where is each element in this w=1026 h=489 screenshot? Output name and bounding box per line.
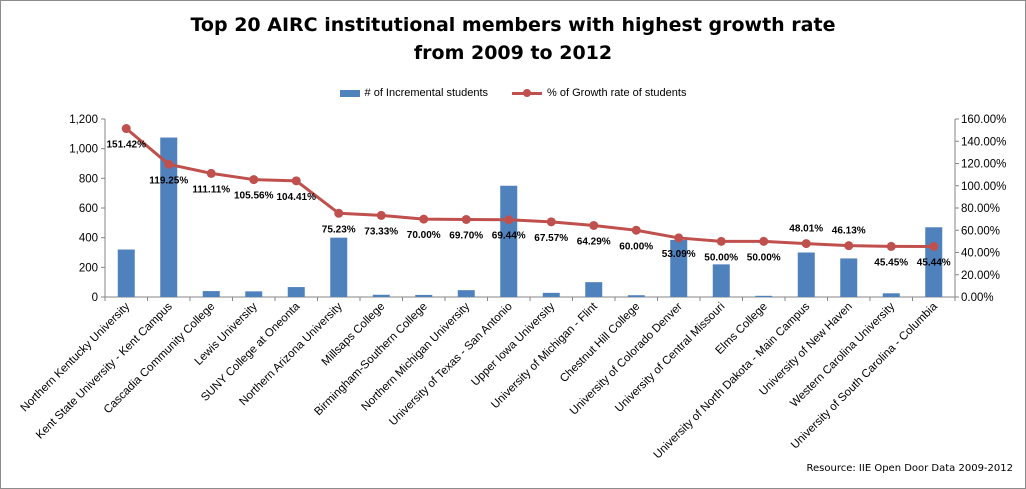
growth-rate-point bbox=[929, 241, 939, 251]
growth-rate-point bbox=[206, 168, 216, 178]
growth-rate-point bbox=[419, 214, 429, 224]
data-label: 73.33% bbox=[364, 226, 398, 237]
legend-item-growth-rate: % of Growth rate of students bbox=[512, 87, 686, 99]
growth-rate-point bbox=[121, 124, 131, 134]
bar bbox=[627, 295, 645, 297]
bar bbox=[670, 239, 688, 297]
growth-rate-point bbox=[589, 220, 599, 230]
y-right-tick-label: 20.00% bbox=[961, 270, 1000, 282]
chart-title-line-2: from 2009 to 2012 bbox=[413, 42, 613, 64]
bar bbox=[415, 294, 433, 297]
category-label: University of North Dakota - Main Campus bbox=[652, 300, 813, 461]
bar bbox=[882, 293, 900, 297]
growth-rate-point bbox=[716, 236, 726, 246]
chart-title: Top 20 AIRC institutional members with h… bbox=[1, 11, 1025, 67]
data-label: 105.56% bbox=[234, 191, 274, 202]
data-label: 45.45% bbox=[874, 257, 908, 268]
bar bbox=[797, 252, 815, 297]
data-label: 69.44% bbox=[492, 231, 526, 242]
bar bbox=[457, 290, 475, 297]
legend-item-incremental-students: # of Incremental students bbox=[339, 87, 489, 99]
growth-rate-point bbox=[886, 241, 896, 251]
growth-rate-point bbox=[291, 176, 301, 186]
data-label: 45.44% bbox=[917, 257, 951, 268]
growth-rate-point bbox=[844, 241, 854, 251]
category-label: Chestnut Hill College bbox=[558, 301, 642, 385]
data-label: 50.00% bbox=[747, 252, 781, 263]
y-left-tick-label: 0 bbox=[92, 292, 98, 304]
y-right-tick-label: 120.00% bbox=[961, 159, 1006, 171]
growth-rate-point bbox=[674, 233, 684, 243]
bar bbox=[840, 258, 858, 297]
chart-legend: # of Incremental students % of Growth ra… bbox=[1, 83, 1025, 103]
bar bbox=[202, 291, 220, 297]
y-right-tick-label: 40.00% bbox=[961, 248, 1000, 260]
growth-rate-point bbox=[759, 236, 769, 246]
growth-rate-point bbox=[164, 159, 174, 169]
data-label: 104.41% bbox=[277, 192, 317, 203]
y-left-tick-label: 800 bbox=[79, 173, 98, 185]
growth-rate-point bbox=[801, 239, 811, 249]
growth-rate-line bbox=[125, 127, 934, 248]
data-label: 64.29% bbox=[577, 236, 611, 247]
bar bbox=[500, 185, 518, 297]
growth-rate-point bbox=[546, 217, 556, 227]
growth-rate-point bbox=[461, 214, 471, 224]
growth-rate-point bbox=[334, 208, 344, 218]
data-label: 151.42% bbox=[107, 140, 147, 151]
y-right-tick-label: 100.00% bbox=[961, 181, 1006, 193]
legend-label-growth-rate: % of Growth rate of students bbox=[547, 87, 687, 99]
data-label: 70.00% bbox=[407, 230, 441, 241]
legend-label-incremental-students: # of Incremental students bbox=[364, 87, 489, 99]
source-note: Resource: IIE Open Door Data 2009-2012 bbox=[806, 463, 1013, 474]
y-left-tick-label: 600 bbox=[79, 203, 98, 215]
data-label: 69.70% bbox=[449, 230, 483, 241]
bar bbox=[245, 291, 263, 297]
data-label: 46.13% bbox=[832, 226, 866, 237]
bar bbox=[542, 292, 560, 297]
y-left-tick-label: 1,000 bbox=[69, 144, 98, 156]
data-label: 111.11% bbox=[192, 184, 230, 195]
data-label: 60.00% bbox=[619, 241, 653, 252]
data-label: 119.25% bbox=[149, 175, 188, 186]
growth-rate-point bbox=[376, 210, 386, 220]
data-label: 53.09% bbox=[662, 249, 696, 260]
category-label: Upper Iowa University bbox=[469, 300, 557, 388]
bar bbox=[712, 264, 730, 297]
y-right-tick-label: 140.00% bbox=[961, 136, 1006, 148]
data-label: 50.00% bbox=[704, 252, 738, 263]
bar bbox=[372, 294, 390, 297]
growth-rate-point bbox=[504, 215, 514, 225]
legend-line-swatch bbox=[512, 88, 543, 98]
legend-bar-swatch bbox=[339, 89, 360, 97]
y-right-tick-label: 80.00% bbox=[961, 203, 1000, 215]
data-label: 75.23% bbox=[322, 224, 356, 235]
bar bbox=[755, 295, 773, 297]
bar bbox=[160, 137, 178, 297]
y-right-tick-label: 60.00% bbox=[961, 225, 1000, 237]
y-left-tick-label: 1,200 bbox=[69, 114, 98, 126]
bar bbox=[585, 282, 603, 297]
y-right-tick-label: 0.00% bbox=[961, 292, 994, 304]
y-left-tick-label: 400 bbox=[79, 233, 98, 245]
y-left-tick-label: 200 bbox=[79, 262, 98, 274]
growth-rate-point bbox=[631, 225, 641, 235]
bar bbox=[925, 227, 943, 297]
bar bbox=[287, 287, 305, 297]
data-label: 67.57% bbox=[534, 233, 568, 244]
bar bbox=[330, 237, 348, 297]
category-label: University of South Carolina - Columbia bbox=[789, 300, 940, 451]
bar bbox=[117, 249, 135, 297]
chart-title-line-1: Top 20 AIRC institutional members with h… bbox=[190, 14, 836, 36]
data-label: 48.01% bbox=[789, 224, 823, 235]
growth-rate-point bbox=[249, 175, 259, 185]
y-right-tick-label: 160.00% bbox=[961, 114, 1006, 126]
